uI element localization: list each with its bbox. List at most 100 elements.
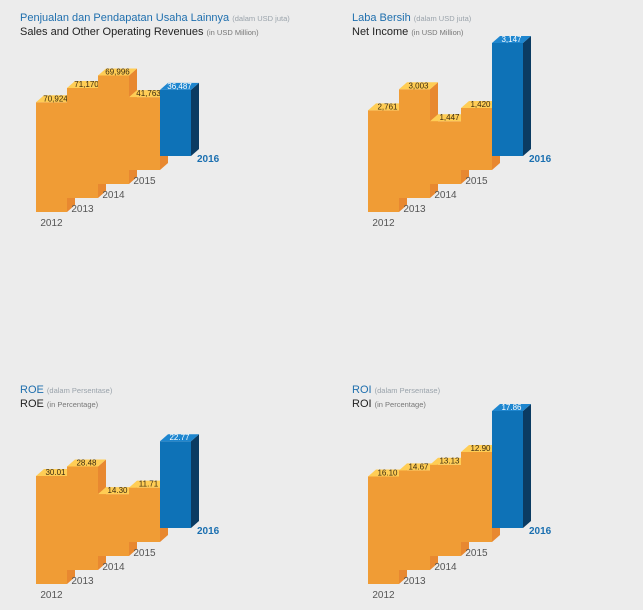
- chart-title-en: ROI (in Percentage): [352, 398, 426, 410]
- bar-side-face: [191, 434, 199, 528]
- value-label: 13.13: [439, 457, 460, 466]
- bar-front-face: [430, 121, 461, 184]
- bar-front-face: [36, 476, 67, 584]
- title-text: Sales and Other Operating Revenues: [20, 26, 204, 38]
- roi-chart-panel: ROI (dalam Persentase) ROI (in Percentag…: [352, 384, 643, 601]
- unit-text: (dalam Persentase): [46, 386, 113, 395]
- year-label: 2015: [133, 176, 156, 187]
- value-label: 14.67: [408, 462, 429, 471]
- bar-top-face: [129, 90, 168, 98]
- bar-top-face: [399, 463, 438, 471]
- bar-front-face: [160, 441, 191, 528]
- title-text: Net Income: [352, 26, 409, 38]
- bar-front-face: [368, 476, 399, 584]
- year-label: 2016: [197, 526, 220, 537]
- bar-top-face: [67, 459, 106, 467]
- year-label: 2014: [434, 562, 457, 573]
- roe-bar-chart: 30.01 2012 28.48 2013 14.30 2014 11.71 2015 22.7…: [36, 433, 220, 601]
- title-text: Laba Bersih: [352, 12, 411, 24]
- bar-top-face: [36, 95, 75, 103]
- unit-text: (in Percentage): [46, 400, 99, 409]
- year-label: 2014: [102, 562, 125, 573]
- bar-top-face: [399, 82, 438, 90]
- bar-top-face: [67, 81, 106, 88]
- bar-top-face: [98, 68, 137, 76]
- bar-front-face: [129, 97, 160, 170]
- value-label: 70,924: [43, 94, 68, 103]
- bar-front-face: [461, 451, 492, 542]
- title-text: ROI: [352, 398, 372, 410]
- bar-side-face: [191, 82, 199, 156]
- year-label: 2015: [133, 548, 156, 559]
- bar-top-face: [492, 404, 531, 411]
- value-label: 69,996: [105, 67, 130, 76]
- bar-front-face: [430, 464, 461, 556]
- year-label: 2015: [465, 548, 488, 559]
- value-label: 14.30: [107, 486, 128, 495]
- value-label: 17.86: [501, 403, 522, 412]
- bar-side-face: [523, 404, 531, 528]
- value-label: 22.77: [169, 433, 190, 442]
- value-label: 41,763: [136, 89, 161, 98]
- bar-top-face: [368, 469, 407, 477]
- bar-top-face: [368, 103, 407, 111]
- unit-text: (dalam USD juta): [232, 14, 290, 23]
- year-label: 2013: [403, 576, 426, 587]
- roi-bar-chart: 16.10 2012 14.67 2013 13.13 2014 12.90 2015 17.8…: [368, 403, 552, 601]
- bar-top-face: [461, 101, 500, 109]
- bar-top-face: [98, 487, 137, 495]
- year-label: 2013: [403, 204, 426, 215]
- bar-front-face: [98, 494, 129, 556]
- title-text: ROE: [20, 384, 44, 396]
- chart-title-en: Sales and Other Operating Revenues (in U…: [20, 26, 259, 38]
- year-label: 2012: [372, 590, 395, 601]
- unit-text: (dalam Persentase): [374, 386, 441, 395]
- title-text: Penjualan dan Pendapatan Usaha Lainnya: [20, 12, 230, 24]
- value-label: 12.90: [470, 444, 491, 453]
- value-label: 3,003: [408, 81, 429, 90]
- year-label: 2012: [40, 218, 63, 229]
- value-label: 28.48: [76, 458, 97, 467]
- year-label: 2013: [71, 204, 94, 215]
- net-income-bar-chart: 2,761 2012 3,003 2013 1,447 2014 1,420 2015 3,14…: [368, 35, 552, 229]
- year-label: 2016: [529, 526, 552, 537]
- chart-title-en: ROE (in Percentage): [20, 398, 98, 410]
- bar-2016: 17.86 2016: [492, 403, 552, 537]
- unit-text: (in USD Million): [206, 28, 259, 37]
- bar-top-face: [160, 82, 199, 90]
- bar-front-face: [399, 89, 430, 198]
- unit-text: (in Percentage): [374, 400, 426, 409]
- chart-title-en: Net Income (in USD Million): [352, 26, 463, 38]
- year-label: 2013: [71, 576, 94, 587]
- chart-title-id: ROI (dalam Persentase): [352, 384, 440, 396]
- net-income-chart-panel: Laba Bersih (dalam USD juta) Net Income …: [352, 12, 643, 229]
- bar-front-face: [98, 75, 129, 184]
- year-label: 2016: [197, 154, 220, 165]
- value-label: 2,761: [377, 102, 398, 111]
- value-label: 30.01: [45, 468, 66, 477]
- bar-front-face: [368, 110, 399, 212]
- roe-chart-panel: ROE (dalam Persentase) ROE (in Percentag…: [20, 384, 320, 601]
- bar-front-face: [129, 487, 160, 542]
- bar-front-face: [492, 43, 523, 156]
- chart-title-id: Penjualan dan Pendapatan Usaha Lainnya (…: [20, 12, 290, 24]
- bar-top-face: [160, 434, 199, 442]
- bar-front-face: [67, 88, 98, 198]
- bar-front-face: [36, 102, 67, 212]
- year-label: 2012: [40, 590, 63, 601]
- bar-top-face: [430, 457, 469, 465]
- title-text: ROE: [20, 398, 44, 410]
- bar-2016: 3,147 2016: [492, 35, 552, 165]
- bar-front-face: [67, 466, 98, 570]
- bar-front-face: [492, 411, 523, 528]
- unit-text: (dalam USD juta): [413, 14, 472, 23]
- year-label: 2012: [372, 218, 395, 229]
- bar-2016: 22.77 2016: [160, 433, 220, 537]
- bar-top-face: [129, 480, 168, 488]
- unit-text: (in USD Million): [411, 28, 464, 37]
- bar-top-face: [36, 469, 75, 476]
- sales-bar-chart: 70,924 2012 71,170 2013 69,996 2014 41,763 2015…: [36, 67, 220, 229]
- chart-title-id: ROE (dalam Persentase): [20, 384, 112, 396]
- bar-front-face: [399, 470, 430, 570]
